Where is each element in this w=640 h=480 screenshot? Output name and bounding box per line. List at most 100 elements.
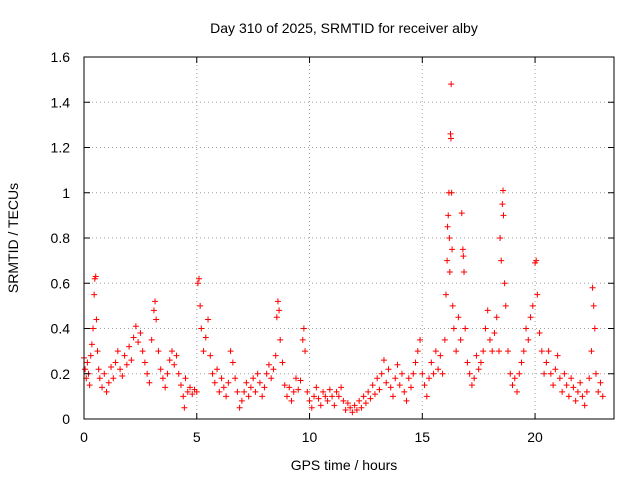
data-point — [139, 348, 146, 355]
x-tick-label: 5 — [193, 429, 201, 445]
data-point — [430, 370, 437, 377]
data-point — [157, 366, 164, 373]
data-point — [466, 370, 473, 377]
data-point — [324, 397, 331, 404]
data-point — [579, 393, 586, 400]
data-point — [435, 366, 442, 373]
data-point — [502, 302, 509, 309]
data-point — [290, 388, 297, 395]
data-point — [419, 370, 426, 377]
data-point — [499, 201, 506, 208]
data-point — [200, 348, 207, 355]
y-tick-label: 0 — [62, 411, 70, 427]
data-point — [570, 384, 577, 391]
data-point — [387, 384, 394, 391]
data-point — [442, 291, 449, 298]
data-point — [444, 223, 451, 230]
data-point — [182, 375, 189, 382]
data-point — [385, 366, 392, 373]
data-point — [144, 370, 151, 377]
data-point — [268, 375, 275, 382]
data-point — [340, 397, 347, 404]
data-point — [441, 336, 448, 343]
data-point — [554, 352, 561, 359]
data-point — [380, 357, 387, 364]
data-point — [501, 280, 508, 287]
data-point — [95, 366, 102, 373]
data-point — [112, 359, 119, 366]
data-point — [198, 325, 205, 332]
data-point — [241, 388, 248, 395]
data-point — [96, 375, 103, 382]
data-point — [396, 382, 403, 389]
data-point — [322, 393, 329, 400]
data-point — [392, 375, 399, 382]
data-point — [153, 316, 160, 323]
y-tick-label: 0.4 — [51, 321, 71, 337]
x-tick-label: 20 — [527, 429, 543, 445]
x-tick-label: 10 — [302, 429, 318, 445]
data-point — [211, 379, 218, 386]
data-point — [432, 348, 439, 355]
x-axis-label: GPS time / hours — [291, 457, 398, 473]
y-tick-label: 1 — [62, 185, 70, 201]
data-point — [99, 384, 106, 391]
data-point — [141, 359, 148, 366]
data-point — [511, 375, 518, 382]
data-point — [428, 359, 435, 366]
data-point — [351, 402, 358, 409]
data-point — [342, 406, 349, 413]
data-point — [349, 409, 356, 416]
data-point — [597, 379, 604, 386]
data-point — [247, 384, 254, 391]
data-point — [480, 348, 487, 355]
data-point — [82, 366, 89, 373]
data-point — [299, 336, 306, 343]
data-point — [565, 393, 572, 400]
data-point — [446, 268, 453, 275]
data-point — [356, 397, 363, 404]
y-tick-label: 0.8 — [51, 230, 71, 246]
data-point — [313, 384, 320, 391]
data-point — [509, 382, 516, 389]
data-point — [326, 386, 333, 393]
data-point — [360, 393, 367, 400]
data-point — [536, 330, 543, 337]
data-point — [229, 359, 236, 366]
data-point — [408, 384, 415, 391]
data-point — [461, 268, 468, 275]
data-point — [236, 404, 243, 411]
y-tick-label: 1.2 — [51, 140, 71, 156]
data-point — [475, 366, 482, 373]
data-point — [405, 375, 412, 382]
data-point — [205, 316, 212, 323]
data-point — [276, 307, 283, 314]
data-point — [164, 370, 171, 377]
data-point — [117, 366, 124, 373]
data-point — [471, 375, 478, 382]
data-point — [311, 393, 318, 400]
data-point — [448, 81, 455, 88]
data-point — [254, 370, 261, 377]
data-point — [595, 388, 602, 395]
data-point — [162, 384, 169, 391]
data-point — [180, 393, 187, 400]
y-tick-label: 1.6 — [51, 49, 71, 65]
data-point — [592, 370, 599, 377]
data-point — [426, 375, 433, 382]
data-point — [493, 314, 500, 321]
data-point — [362, 400, 369, 407]
data-point — [344, 400, 351, 407]
data-point — [514, 388, 521, 395]
x-tick-label: 15 — [415, 429, 431, 445]
data-point — [114, 348, 121, 355]
data-point — [333, 388, 340, 395]
data-point — [94, 348, 101, 355]
data-point — [412, 359, 419, 366]
data-point — [86, 382, 93, 389]
y-tick-label: 0.2 — [51, 366, 71, 382]
data-point — [500, 212, 507, 219]
data-point — [552, 366, 559, 373]
